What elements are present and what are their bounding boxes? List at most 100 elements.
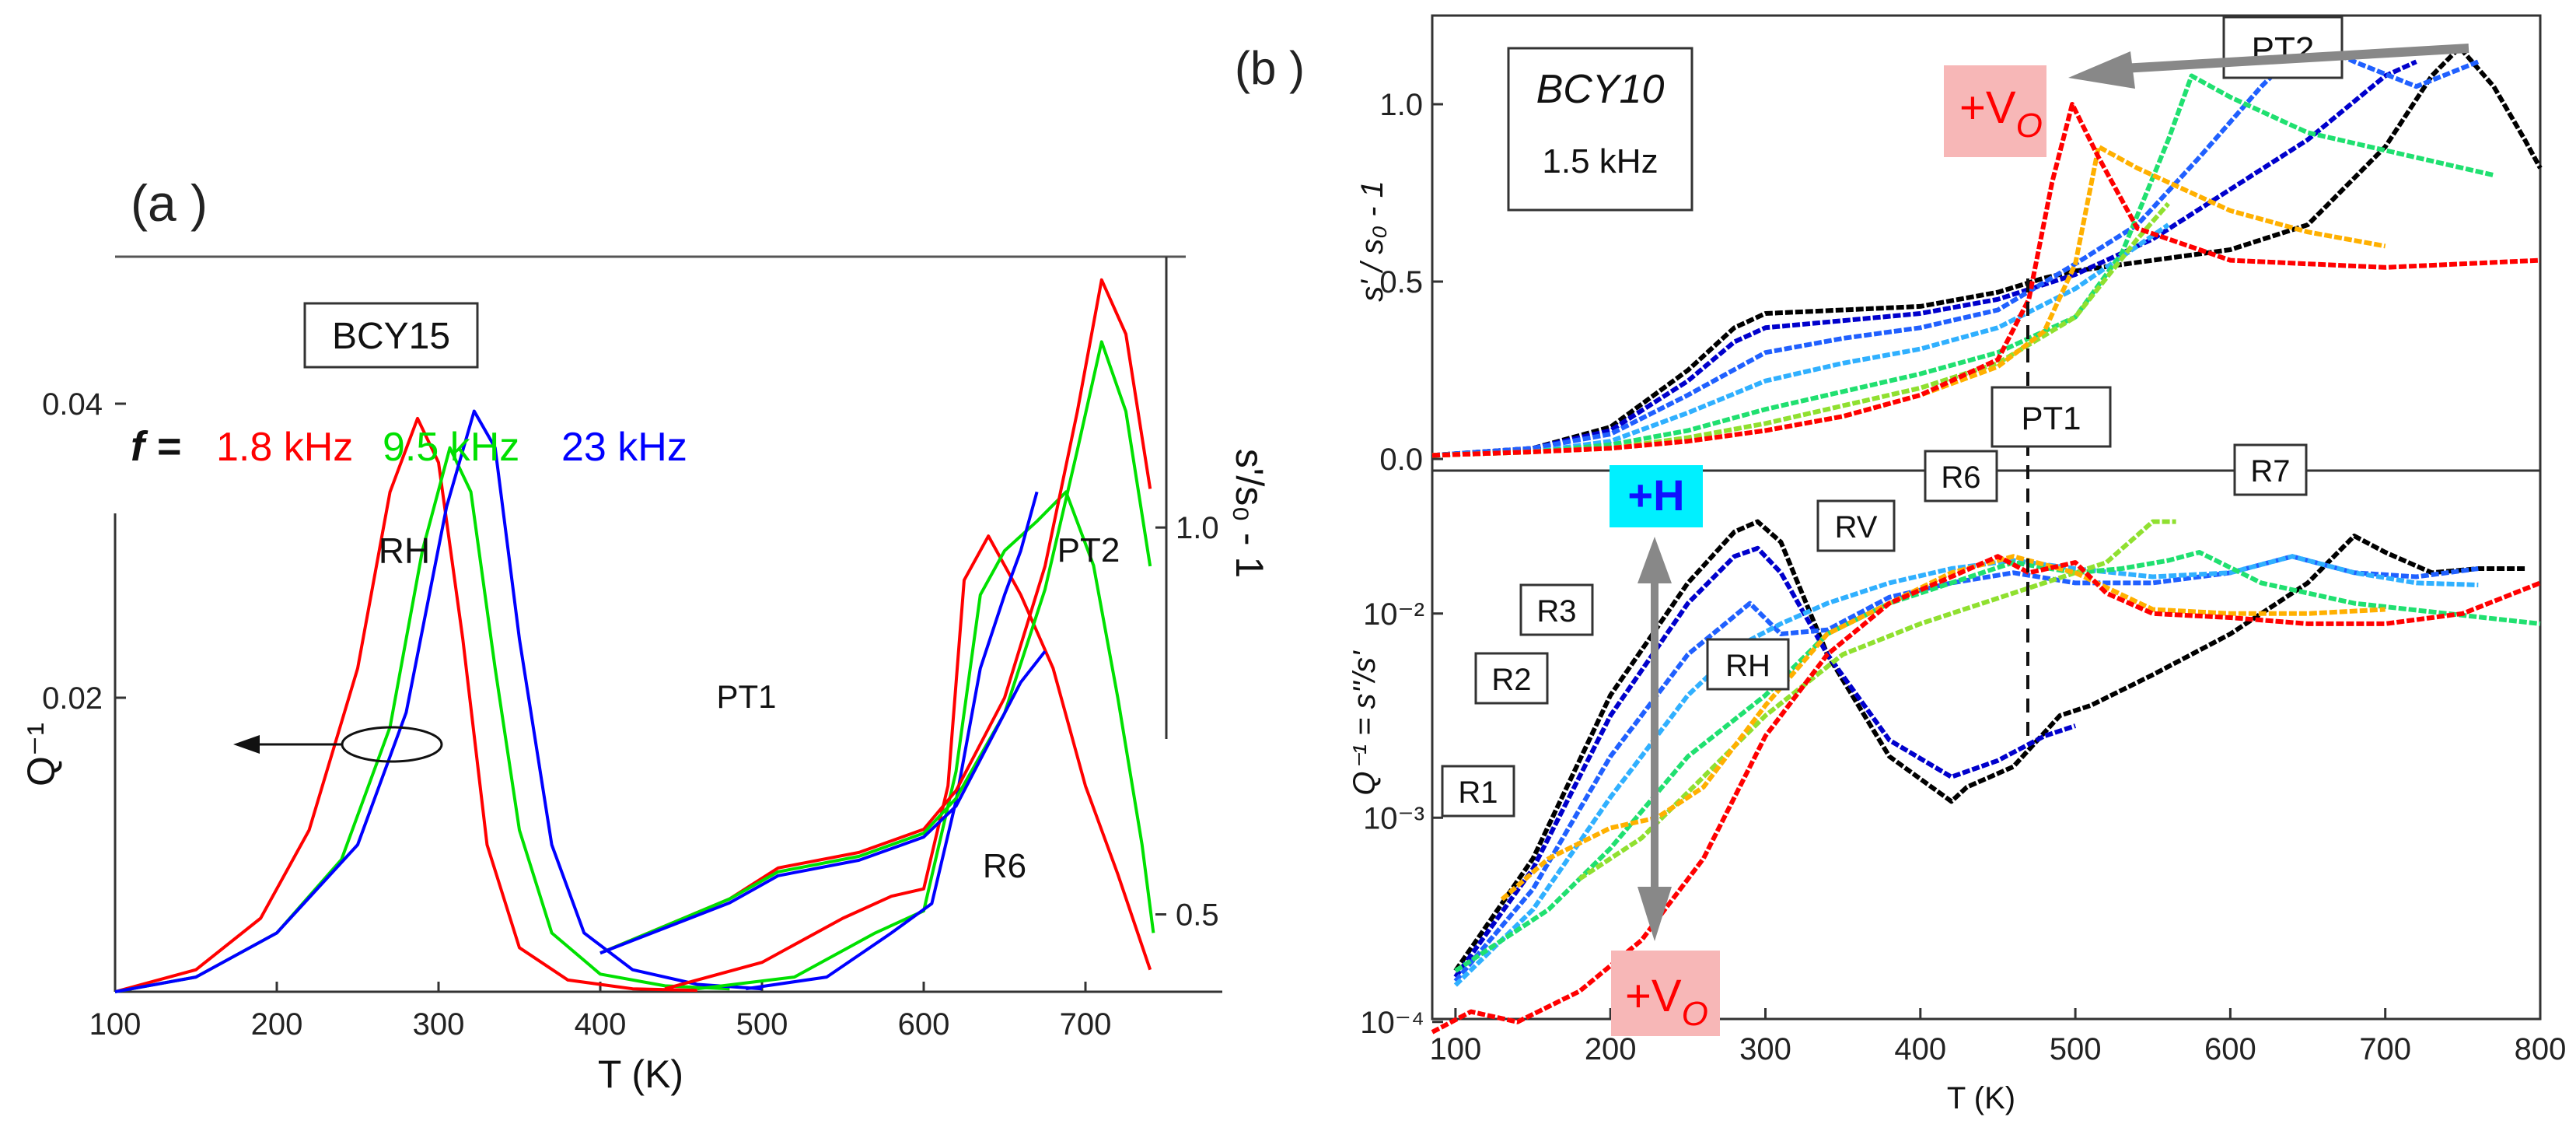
series-a-s-s0-1-9-5-khz bbox=[599, 340, 1152, 955]
annotation-pt1-a: PT1 bbox=[716, 678, 776, 715]
svg-text:+VO: +VO bbox=[1625, 971, 1708, 1033]
annotation-pt2-a: PT2 bbox=[1057, 531, 1120, 569]
panel-b-bottom-y-label: Q⁻¹ = s''/s' bbox=[1347, 650, 1382, 796]
series-a-s-s0-1-1-8-khz bbox=[599, 278, 1152, 955]
arrow-left-icon bbox=[2068, 51, 2135, 89]
legend-item-1-8khz: 1.8 kHz bbox=[216, 425, 353, 470]
svg-text:RV: RV bbox=[1835, 510, 1878, 544]
svg-text:R7: R7 bbox=[2250, 454, 2290, 488]
series-b-q-1-blue bbox=[1453, 554, 2479, 983]
x-tick-label-b-700: 700 bbox=[2359, 1032, 2411, 1066]
svg-text:+H: +H bbox=[1627, 471, 1684, 520]
arrow-left-icon bbox=[233, 735, 260, 754]
axis-indicator-arrow bbox=[233, 726, 443, 763]
series-b-q-1-green bbox=[1454, 550, 2541, 973]
series-a-q-1-23-khz bbox=[114, 409, 763, 993]
annotation-r6-a: R6 bbox=[983, 847, 1026, 885]
y-tick-label-bottom-0: 10⁻⁴ bbox=[1360, 1006, 1424, 1040]
panel-a-label: (a ) bbox=[131, 174, 208, 232]
panel-b-x-label: T (K) bbox=[1947, 1081, 2015, 1115]
annotation-r7: R7 bbox=[2233, 443, 2308, 496]
x-tick-label-a-100: 100 bbox=[89, 1007, 142, 1042]
series-b-s-red bbox=[1431, 102, 2541, 458]
series-b-q-1-red bbox=[1431, 554, 2542, 1035]
annotation-vo-bottom: +VO bbox=[1611, 951, 1720, 1036]
annotation-r1: R1 bbox=[1441, 765, 1515, 818]
panel-b-top-y-ticks: 0.0 0.5 1.0 bbox=[1379, 88, 1443, 477]
legend-item-23khz: 23 kHz bbox=[561, 425, 687, 470]
arrow-up-icon bbox=[1638, 537, 1672, 583]
series-a-q-1-23-khz-high-t bbox=[745, 491, 1039, 991]
annotation-rh-b: RH bbox=[1706, 638, 1790, 691]
panel-b-boxed-label: BCY10 1.5 kHz bbox=[1507, 47, 1693, 212]
x-tick-label-b-600: 600 bbox=[2204, 1032, 2256, 1066]
y-tick-label-top-0-5: 0.5 bbox=[1379, 265, 1423, 299]
y-tick-label-right-1-0: 1.0 bbox=[1176, 511, 1219, 545]
bcy15-label: BCY15 bbox=[332, 316, 450, 357]
y-tick-label-left-0-04: 0.04 bbox=[42, 387, 103, 422]
annotation-r3: R3 bbox=[1519, 583, 1594, 636]
svg-text:PT1: PT1 bbox=[2021, 400, 2081, 436]
panel-a-y-label-right: s'/s₀ - 1 bbox=[1228, 449, 1271, 578]
x-tick-label-a-300: 300 bbox=[413, 1007, 465, 1042]
series-a-q-1-9-5-khz-high-t bbox=[697, 490, 1155, 991]
x-tick-label-b-200: 200 bbox=[1585, 1032, 1637, 1066]
x-tick-label-a-400: 400 bbox=[575, 1007, 627, 1042]
frequency-label: 1.5 kHz bbox=[1542, 142, 1658, 180]
panel-a-y-ticks-right: 0.5 1.0 bbox=[1155, 511, 1219, 933]
series-a-q-1-9-5-khz bbox=[114, 446, 730, 993]
annotation-rv: RV bbox=[1816, 499, 1896, 552]
arrow-down-icon bbox=[1638, 887, 1672, 941]
x-tick-label-a-600: 600 bbox=[898, 1007, 950, 1042]
panel-a-legend: f = 1.8 kHz 9.5 kHz 23 kHz bbox=[131, 423, 687, 470]
panel-b: (b ) 100 200 300 400 500 600 700 800 0.00.51.0 … bbox=[1235, 14, 2566, 1115]
panel-a-plot: 100 200 300 400 500 600 700 0.02 0.04 0.5 1.0 bbox=[42, 257, 1222, 1042]
svg-text:RH: RH bbox=[1725, 649, 1770, 683]
panel-a-x-ticks: 100 200 300 400 500 600 700 bbox=[89, 982, 1112, 1042]
panel-b-label: (b ) bbox=[1235, 42, 1305, 94]
annotation-pt2-b: PT2 bbox=[2222, 16, 2344, 79]
x-tick-label-a-500: 500 bbox=[736, 1007, 788, 1042]
bcy10-label: BCY10 bbox=[1536, 67, 1665, 112]
annotation-r6-b: R6 bbox=[1924, 450, 1998, 502]
series-a-s-s0-1-23-khz bbox=[599, 650, 1047, 955]
svg-text:R1: R1 bbox=[1458, 776, 1498, 810]
svg-text:R2: R2 bbox=[1491, 663, 1531, 697]
x-tick-label-a-200: 200 bbox=[251, 1007, 303, 1042]
axis-indicator-ellipse bbox=[341, 726, 443, 763]
series-b-q-1-orange bbox=[1500, 554, 2386, 902]
h-vo-double-arrow bbox=[1638, 537, 1672, 941]
series-b-s-dark-blue bbox=[1431, 59, 2417, 458]
series-a-q-1-1-8-khz-high-t bbox=[664, 534, 1152, 991]
panel-a-y-ticks-left: 0.02 0.04 bbox=[42, 387, 126, 716]
x-tick-label-b-500: 500 bbox=[2050, 1032, 2102, 1066]
y-tick-label-right-0-5: 0.5 bbox=[1176, 898, 1219, 933]
legend-f-prefix: f = bbox=[131, 423, 181, 470]
annotation-h: +H bbox=[1610, 465, 1703, 527]
series-b-q-1-yellow-green bbox=[1578, 519, 2176, 881]
svg-text:R3: R3 bbox=[1536, 594, 1576, 629]
x-tick-label-b-100: 100 bbox=[1430, 1032, 1482, 1066]
series-a-q-1-1-8-khz bbox=[114, 416, 697, 993]
svg-text:R6: R6 bbox=[1941, 460, 1980, 495]
series-b-q-1-light-blue bbox=[1453, 554, 2479, 987]
panel-b-x-ticks: 100 200 300 400 500 600 700 800 bbox=[1430, 1008, 2566, 1066]
panel-b-frame bbox=[1431, 14, 2542, 1021]
series-b-q-1-dark-blue bbox=[1453, 545, 2077, 979]
y-tick-label-left-0-02: 0.02 bbox=[42, 681, 103, 716]
y-tick-label-top-1-0: 1.0 bbox=[1379, 88, 1423, 122]
series-b-s-light-blue bbox=[1431, 222, 2170, 458]
annotation-pt1-b: PT1 bbox=[1991, 386, 2112, 448]
panel-a-y-label-left: Q⁻¹ bbox=[19, 723, 63, 786]
legend-item-9-5khz: 9.5 kHz bbox=[383, 425, 519, 470]
panel-a-x-label: T (K) bbox=[598, 1052, 683, 1096]
annotation-vo-top: +VO bbox=[1944, 65, 2046, 157]
shift-arrow-line bbox=[2122, 44, 2469, 73]
annotation-r2: R2 bbox=[1474, 652, 1549, 705]
y-tick-label-bottom-1: 10⁻³ bbox=[1363, 801, 1424, 835]
annotation-rh-a: RH bbox=[379, 530, 430, 571]
x-tick-label-a-700: 700 bbox=[1060, 1007, 1112, 1042]
panel-a: (a ) 100 200 300 400 500 600 700 0.020.04 0.51… bbox=[19, 174, 1271, 1096]
x-tick-label-b-400: 400 bbox=[1894, 1032, 1946, 1066]
panel-b-top-y-label: s' / s₀ - 1 bbox=[1355, 180, 1389, 302]
